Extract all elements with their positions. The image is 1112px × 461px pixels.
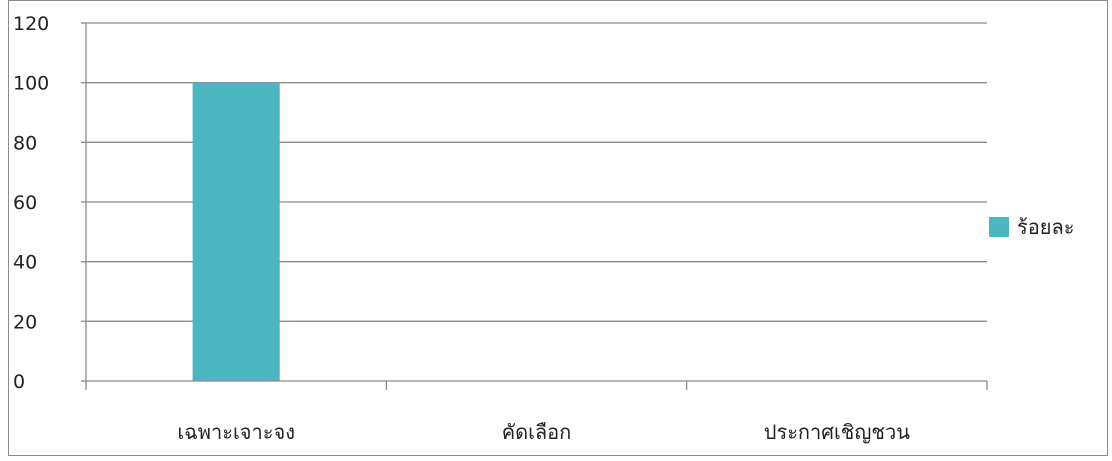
y-tick-label: 40 — [13, 252, 37, 274]
bar — [193, 83, 280, 381]
x-tick-label: เฉพาะเจาะจง — [177, 420, 295, 444]
legend: ร้อยละ — [989, 215, 1074, 239]
y-tick-label: 60 — [13, 192, 37, 214]
bars — [193, 83, 280, 381]
x-tick-labels: เฉพาะเจาะจง คัดเลือก ประกาศเชิญชวน — [177, 420, 910, 444]
y-tick-label: 20 — [13, 311, 37, 333]
y-tick-label: 100 — [13, 73, 49, 95]
x-tick-label: คัดเลือก — [502, 420, 572, 444]
legend-swatch — [989, 217, 1009, 237]
x-tick-label: ประกาศเชิญชวน — [764, 420, 910, 444]
y-tick-label: 0 — [13, 371, 25, 393]
y-tick-label: 80 — [13, 132, 37, 154]
y-tick-label: 120 — [13, 13, 49, 35]
y-tick-labels: 0 20 40 60 80 100 120 — [13, 13, 49, 393]
legend-label: ร้อยละ — [1017, 215, 1074, 239]
